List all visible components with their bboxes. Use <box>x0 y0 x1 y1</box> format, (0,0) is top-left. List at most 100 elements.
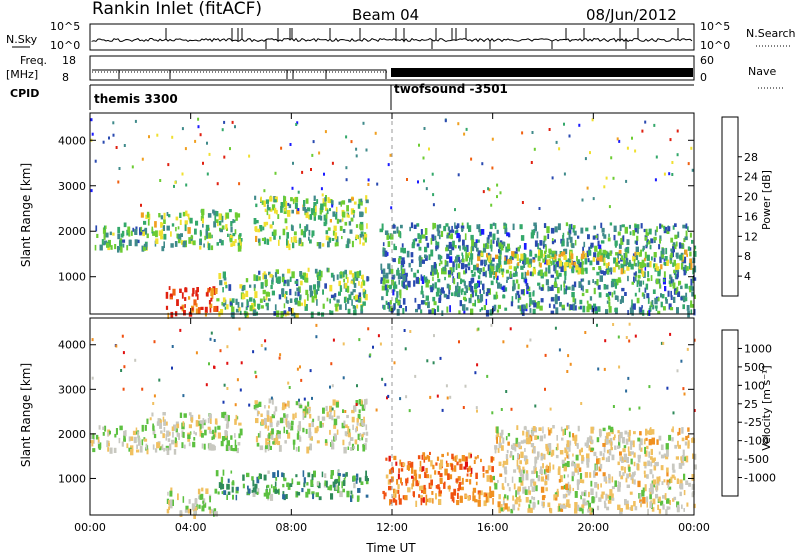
echo-cell <box>541 495 545 501</box>
echo-cell <box>510 451 513 457</box>
echo-cell <box>498 249 501 254</box>
echo-cell <box>545 279 549 286</box>
echo-cell <box>307 401 310 407</box>
echo-cell <box>485 298 488 306</box>
echo-cell <box>254 195 257 200</box>
echo-cell <box>562 235 564 239</box>
echo-cell <box>447 473 450 480</box>
echo-cell <box>193 510 197 516</box>
echo-cell <box>451 225 453 233</box>
echo-cell <box>589 435 592 442</box>
echo-cell <box>356 271 360 279</box>
echo-cell <box>686 347 689 351</box>
echo-cell <box>174 437 177 444</box>
echo-cell <box>544 353 547 357</box>
echo-cell <box>676 129 679 133</box>
echo-cell <box>353 296 356 300</box>
echo-cell <box>565 483 569 490</box>
echo-cell <box>166 498 170 504</box>
echo-cell <box>284 440 287 444</box>
echo-cell <box>324 439 328 443</box>
echo-cell <box>396 298 399 302</box>
echo-cell <box>619 451 622 456</box>
echo-cell <box>226 387 229 390</box>
echo-cell <box>648 228 652 235</box>
echo-cell <box>644 484 647 492</box>
echo-cell <box>627 310 629 315</box>
echo-cell <box>610 156 613 160</box>
echo-cell <box>226 304 229 310</box>
echo-cell <box>602 249 606 256</box>
echo-cell <box>649 491 653 495</box>
echo-cell <box>685 435 688 441</box>
echo-cell <box>489 231 492 237</box>
echo-cell <box>449 249 453 256</box>
echo-cell <box>655 485 658 493</box>
echo-cell <box>660 500 664 506</box>
echo-cell <box>470 234 474 241</box>
echo-cell <box>263 189 266 193</box>
echo-cell <box>491 490 495 497</box>
echo-cell <box>119 425 123 431</box>
echo-cell <box>325 230 329 235</box>
echo-cell <box>462 406 465 409</box>
echo-cell <box>352 305 355 309</box>
echo-cell <box>387 303 391 309</box>
echo-cell <box>582 305 586 313</box>
echo-cell <box>266 414 270 422</box>
echo-cell <box>632 253 636 257</box>
echo-cell <box>264 405 266 409</box>
echo-cell <box>400 468 404 472</box>
echo-cell <box>232 448 236 452</box>
echo-cell <box>321 471 324 478</box>
echo-cell <box>213 339 216 342</box>
echo-cell <box>688 482 691 487</box>
echo-cell <box>626 484 630 488</box>
echo-cell <box>455 478 459 483</box>
echo-cell <box>617 430 620 434</box>
echo-cell <box>448 235 452 239</box>
echo-cell <box>389 300 392 305</box>
echo-cell <box>182 211 186 217</box>
echo-cell <box>491 137 494 141</box>
echo-cell <box>658 508 662 514</box>
echo-cell <box>464 384 467 388</box>
echo-cell <box>459 463 463 470</box>
echo-cell <box>208 506 211 510</box>
echo-cell <box>323 202 327 207</box>
echo-cell <box>533 496 536 501</box>
echo-cell <box>443 482 446 489</box>
echo-cell <box>563 264 567 271</box>
echo-cell <box>556 275 560 280</box>
echo-cell <box>364 233 368 238</box>
echo-cell <box>253 274 256 281</box>
echo-cell <box>274 438 279 445</box>
echo-cell <box>291 478 294 485</box>
echo-cell <box>510 301 514 307</box>
echo-cell <box>504 227 508 235</box>
echo-cell <box>555 307 559 315</box>
echo-cell <box>643 438 646 445</box>
echo-cell <box>428 497 432 503</box>
echo-cell <box>290 197 293 202</box>
echo-cell <box>348 294 352 301</box>
echo-cell <box>490 247 493 252</box>
echo-cell <box>537 475 540 482</box>
echo-cell <box>551 284 554 291</box>
echo-cell <box>422 497 425 503</box>
echo-cell <box>520 469 523 474</box>
echo-cell <box>526 344 529 348</box>
echo-cell <box>238 433 241 439</box>
echo-cell <box>90 118 93 122</box>
echo-cell <box>480 252 483 257</box>
echo-cell <box>428 147 430 151</box>
echo-cell <box>144 425 147 431</box>
echo-cell <box>653 236 657 241</box>
echo-cell <box>594 245 598 252</box>
echo-cell <box>272 221 274 225</box>
echo-cell <box>621 437 625 443</box>
echo-cell <box>273 199 277 203</box>
echo-cell <box>441 310 444 316</box>
echo-cell <box>658 435 662 441</box>
echo-cell <box>216 298 220 302</box>
